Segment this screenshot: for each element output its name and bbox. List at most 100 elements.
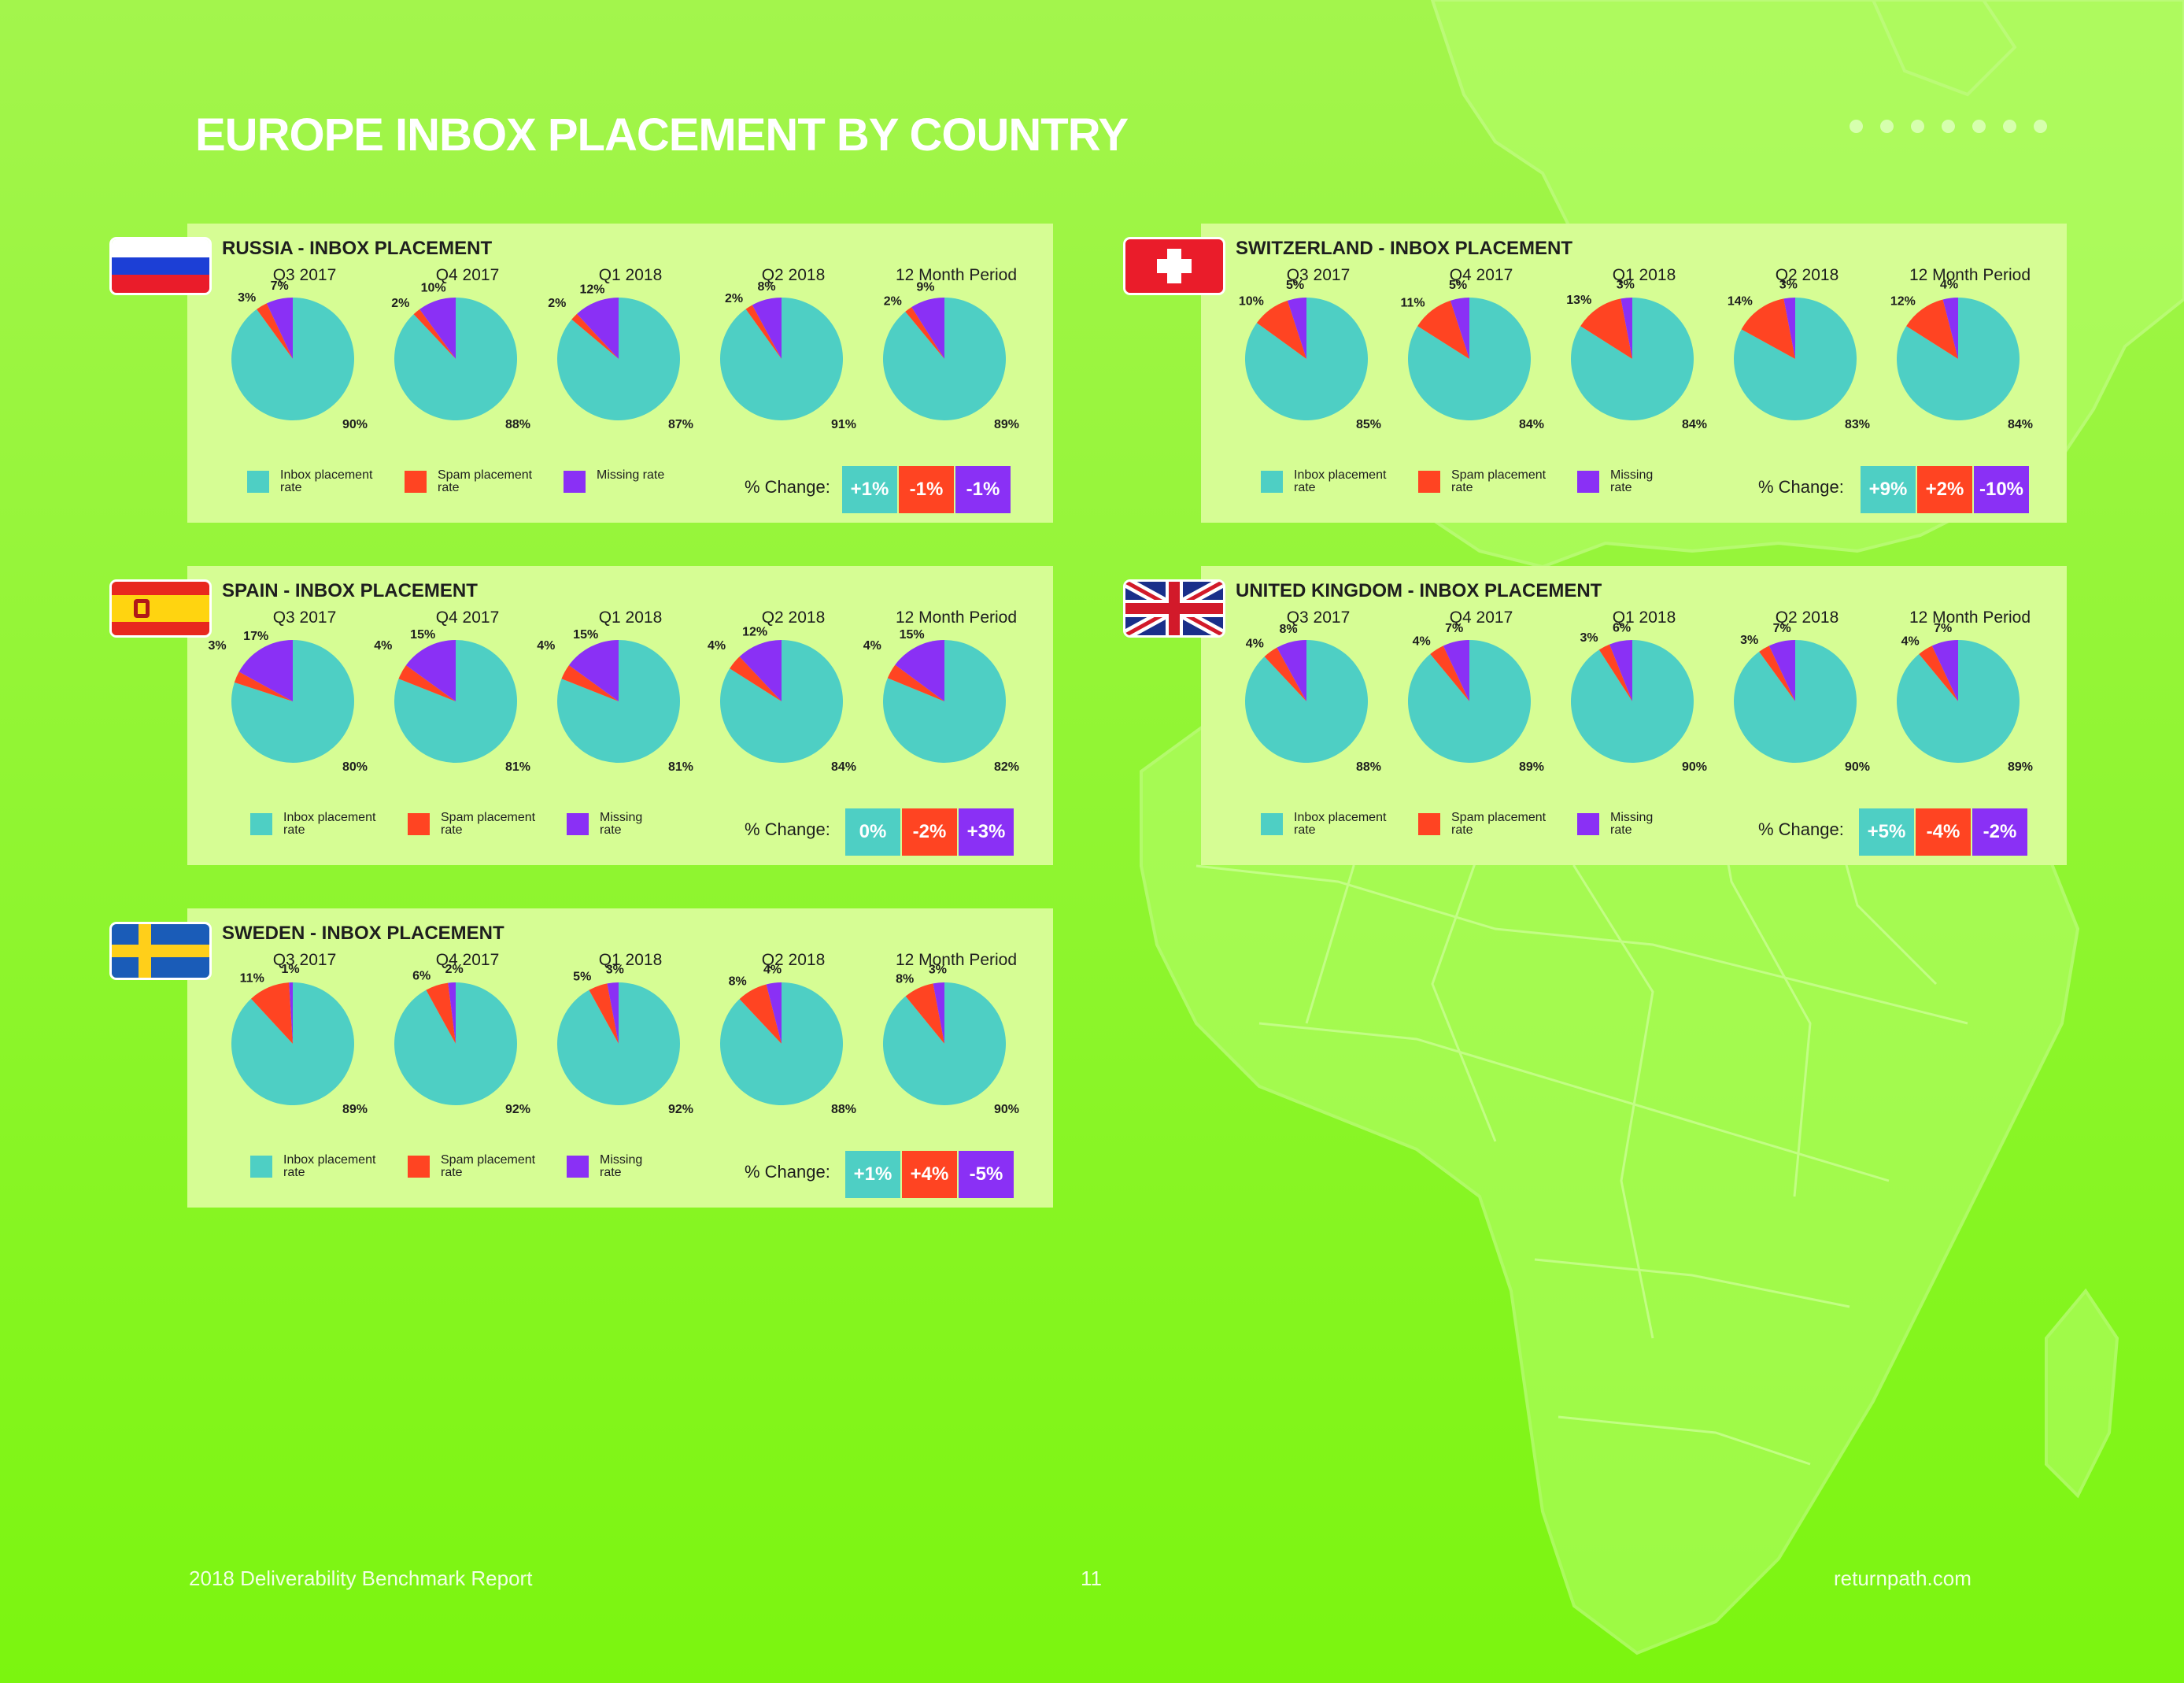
spam-value-label: 3% [1580, 631, 1598, 645]
pie-chart: 81% 4% 15% [537, 628, 693, 774]
spam-slice [1256, 300, 1306, 359]
spam-slice [571, 313, 619, 359]
missing-slice [1287, 298, 1306, 359]
footer-report-title: 2018 Deliverability Benchmark Report [189, 1566, 533, 1590]
missing-value-label: 5% [1449, 279, 1467, 292]
spam-value-label: 6% [412, 970, 431, 983]
inbox-slice [1407, 640, 1531, 763]
sweden-flag-icon [112, 924, 209, 978]
inbox-slice [557, 640, 681, 763]
spam-slice [1580, 298, 1632, 359]
pie-column-12-month: 12 Month Period 84% 12% 4% [1887, 266, 2053, 439]
inbox-value-label: 92% [668, 1103, 693, 1116]
period-label: Q1 2018 [598, 266, 663, 284]
inbox-slice [720, 982, 844, 1105]
missing-swatch [564, 471, 586, 493]
pie-column-q2-2018: Q2 2018 91% 2% 8% [711, 266, 876, 439]
spam-value-label: 2% [391, 297, 409, 310]
pie-chart: 91% 2% 8% [720, 280, 856, 431]
dot-icon [1850, 120, 1863, 133]
inbox-slice [231, 982, 354, 1105]
inbox-slice [1896, 640, 2020, 763]
pie-column-q1-2018: Q1 2018 84% 13% 3% [1561, 266, 1727, 439]
inbox-slice [1571, 298, 1694, 420]
pie-chart: 85% 10% 5% [1239, 279, 1381, 431]
pie-chart: 84% 12% 4% [1890, 279, 2033, 431]
legend-label: Inbox placement rate [283, 811, 376, 837]
pie-chart: 89% 11% 1% [231, 963, 368, 1116]
pie-chart: 90% 3% 7% [1734, 622, 1870, 774]
legend-inbox: Inbox placement rate [1261, 812, 1404, 837]
spam-slice [730, 657, 782, 701]
missing-slice [752, 298, 782, 359]
change-label: % Change: [745, 477, 830, 497]
pie-chart: 90% 3% 6% [1570, 622, 1707, 774]
pie-chart: 84% 13% 3% [1566, 278, 1707, 431]
pie-column-q4-2017: Q4 2017 92% 6% 2% [385, 951, 550, 1124]
missing-slice [1942, 298, 1958, 359]
period-label: Q2 2018 [761, 951, 826, 969]
inbox-value-label: 90% [1682, 760, 1707, 774]
inbox-value-label: 88% [1356, 760, 1381, 774]
panel-title: UNITED KINGDOM - INBOX PLACEMENT [1236, 580, 1602, 601]
missing-value-label: 7% [1773, 622, 1791, 635]
spam-slice [251, 982, 293, 1044]
legend-label: Spam placement rate [1451, 468, 1547, 494]
spam-value-label: 4% [1413, 634, 1431, 648]
missing-change-badge: +3% [959, 808, 1014, 856]
inbox-swatch [1261, 471, 1283, 493]
inbox-change-badge: +9% [1861, 466, 1916, 513]
missing-slice [766, 982, 782, 1044]
inbox-slice [882, 982, 1006, 1105]
spam-slice [887, 664, 944, 701]
pie-column-q4-2017: Q4 2017 81% 4% 15% [374, 608, 550, 782]
period-label: Q1 2018 [1612, 266, 1676, 284]
period-label: 12 Month Period [1909, 266, 2031, 284]
pie-chart: 90% 8% 3% [882, 963, 1019, 1116]
inbox-slice [1245, 640, 1369, 763]
pie-chart: 89% 4% 7% [1896, 622, 2033, 774]
dot-icon [1972, 120, 1986, 133]
missing-value-label: 15% [573, 628, 598, 642]
panel-title: SWITZERLAND - INBOX PLACEMENT [1236, 238, 1572, 259]
inbox-value-label: 87% [668, 418, 693, 431]
spam-slice [1430, 645, 1469, 701]
missing-value-label: 4% [1940, 279, 1958, 292]
inbox-value-label: 88% [831, 1103, 856, 1116]
missing-value-label: 3% [1617, 278, 1635, 291]
period-label: Q4 2017 [1449, 608, 1513, 627]
pie-chart: 88% 8% 4% [720, 964, 856, 1116]
pie-column-q2-2018: Q2 2018 83% 14% 3% [1724, 266, 1890, 439]
inbox-slice [882, 298, 1006, 420]
legend-label: Spam placement rate [1451, 811, 1547, 837]
missing-slice [238, 640, 293, 701]
missing-slice [1620, 298, 1632, 359]
inbox-slice [1897, 298, 2020, 420]
inbox-value-label: 92% [505, 1103, 530, 1116]
pie-column-q4-2017: Q4 2017 88% 2% 10% [385, 266, 550, 439]
pie-column-12-month: 12 Month Period 89% 2% 9% [874, 266, 1039, 439]
spam-slice [745, 305, 782, 359]
period-label: Q1 2018 [598, 951, 663, 969]
pie-column-q2-2018: Q2 2018 84% 4% 12% [708, 608, 876, 782]
missing-value-label: 8% [1280, 623, 1298, 636]
dot-icon [1942, 120, 1955, 133]
legend-spam: Spam placement rate [408, 1154, 551, 1179]
pie-column-12-month: 12 Month Period 90% 8% 3% [874, 951, 1039, 1124]
dot-icon [1880, 120, 1894, 133]
missing-value-label: 3% [606, 963, 624, 976]
inbox-value-label: 89% [342, 1103, 368, 1116]
dot-icon [1911, 120, 1924, 133]
missing-swatch [567, 1156, 589, 1178]
spam-change-badge: -2% [902, 808, 957, 856]
inbox-slice [394, 982, 518, 1105]
missing-slice [895, 640, 944, 701]
missing-slice [739, 640, 782, 701]
inbox-swatch [250, 813, 272, 835]
inbox-value-label: 81% [505, 760, 530, 774]
inbox-value-label: 90% [342, 418, 368, 431]
period-label: Q2 2018 [1775, 608, 1839, 627]
change-label: % Change: [1758, 477, 1844, 497]
inbox-value-label: 88% [505, 418, 530, 431]
missing-slice [1768, 640, 1795, 701]
